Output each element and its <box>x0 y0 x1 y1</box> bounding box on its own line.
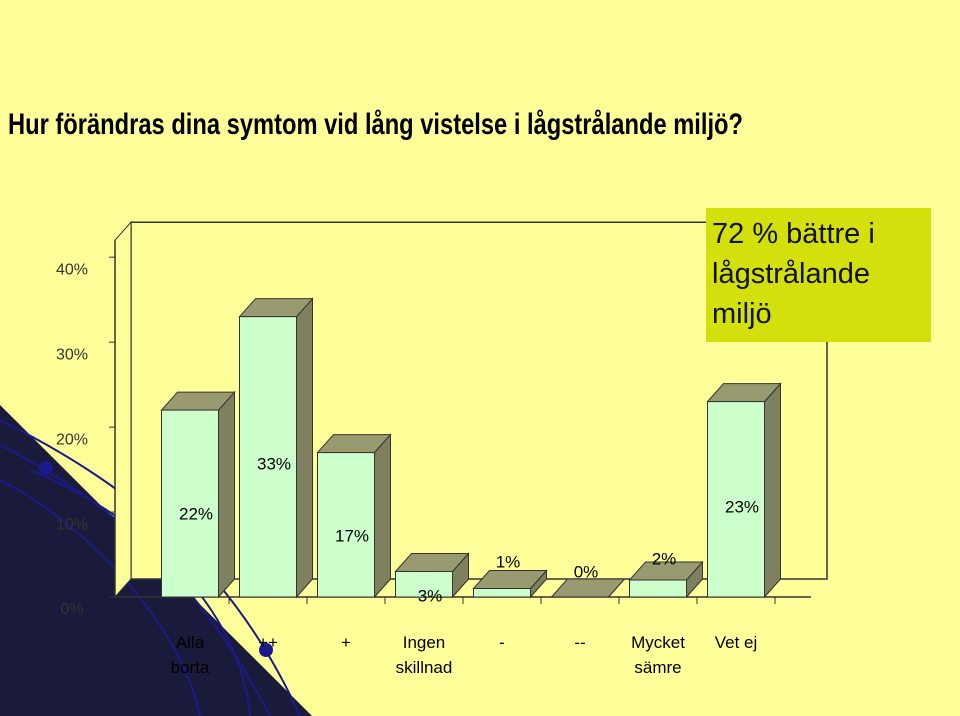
callout-box <box>706 208 931 342</box>
value-label: 23% <box>725 497 759 516</box>
value-label: 22% <box>179 504 213 523</box>
callout-text: 72 % bättre i lågstrålande miljö <box>712 218 875 330</box>
value-label: 3% <box>418 586 443 605</box>
side-wall <box>114 220 132 599</box>
decor-dot <box>39 461 53 475</box>
bar <box>707 401 765 598</box>
bar <box>473 588 531 598</box>
x-tick-label: - <box>499 633 505 652</box>
bar <box>317 452 375 598</box>
bar <box>395 571 453 598</box>
x-tick-label: -- <box>574 633 586 652</box>
value-label: 17% <box>335 526 369 545</box>
x-tick-label: Vet ej <box>714 633 758 652</box>
value-label: 1% <box>496 552 521 571</box>
plot: 0% 10% 20% 30% 40% 22% 33% 17% 3% 1% 0% 2% 23% <box>56 220 828 618</box>
value-label: 2% <box>652 549 677 568</box>
bar-side <box>296 297 313 599</box>
callout: 72 % bättre i lågstrålande miljö <box>712 218 875 330</box>
x-tick-label: Alla borta <box>170 633 210 677</box>
decor-dot <box>259 643 273 657</box>
bar <box>161 409 219 598</box>
bar-top <box>550 578 626 598</box>
x-tick-label: Mycket sämre <box>631 633 685 677</box>
x-tick-label: Ingen skillnad <box>395 633 453 677</box>
y-tick-label: 10% <box>56 516 88 533</box>
y-tick-label: 30% <box>56 346 88 363</box>
bar-side <box>218 390 235 599</box>
value-label: 33% <box>257 454 291 473</box>
bar-side <box>374 433 391 599</box>
title: Hur förändras dina symtom vid lång viste… <box>8 108 743 141</box>
x-tick-label: ++ <box>258 633 278 652</box>
value-label: 0% <box>574 562 599 581</box>
bar <box>239 316 297 598</box>
bar-side <box>764 382 781 599</box>
y-tick-label: 0% <box>60 601 83 618</box>
y-tick-label: 40% <box>56 261 88 278</box>
x-tick-label: + <box>341 633 351 652</box>
bar <box>629 579 687 598</box>
y-tick-label: 20% <box>56 431 88 448</box>
